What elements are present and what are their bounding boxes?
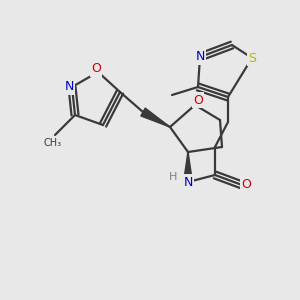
Text: H: H bbox=[169, 172, 177, 182]
Text: O: O bbox=[193, 94, 203, 106]
Polygon shape bbox=[184, 152, 193, 182]
Polygon shape bbox=[141, 108, 170, 127]
Text: N: N bbox=[195, 50, 205, 64]
Text: O: O bbox=[91, 62, 101, 76]
Text: N: N bbox=[64, 80, 74, 94]
Text: CH₃: CH₃ bbox=[44, 138, 62, 148]
Text: S: S bbox=[248, 52, 256, 64]
Text: N: N bbox=[183, 176, 193, 188]
Text: O: O bbox=[241, 178, 251, 191]
